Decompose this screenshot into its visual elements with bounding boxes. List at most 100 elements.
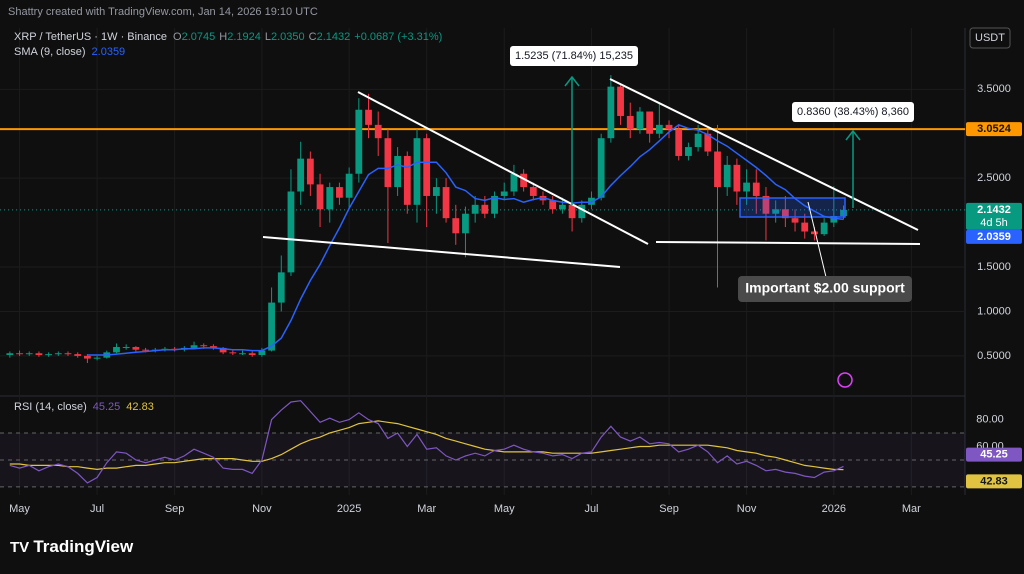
callout-line [807,201,827,278]
marks [0,75,965,484]
candle-body [588,197,595,205]
candle-body [122,347,130,349]
candle-body [568,204,576,219]
candle-body [423,138,431,196]
legend-prefix: O [173,31,182,43]
x-tick-label: Sep [165,503,185,515]
candle-body [394,155,401,188]
y-tick-label: 0.5000 [977,350,1011,362]
logo-mark: TV [10,539,33,556]
y-tick-label: 1.5000 [977,261,1011,273]
candle-body [617,86,624,116]
legend-value: 2.0350 [271,31,305,43]
price-box [966,202,1022,230]
candle-body [132,347,140,350]
candle-body [772,209,780,214]
sma-legend: SMA (9, close) 2.0359 [14,46,125,58]
rsi-legend: RSI (14, close) 45.25 42.83 [14,401,154,413]
candle-body [413,138,421,205]
legend-value: 2.1924 [227,31,261,43]
rsi-name: RSI (14, close) [14,401,87,413]
candle-body [471,204,479,214]
candle-body [840,209,847,216]
annotation-box [738,276,912,302]
rsi-label-box [966,447,1022,462]
logo-text: TradingView [33,537,134,556]
rsi-label: 45.25 [980,449,1008,461]
candle-body [704,133,712,152]
candle-body [830,215,838,223]
trendline [655,241,921,245]
candle-body [25,353,33,355]
sma-name: SMA (9, close) [14,46,86,58]
countdown: 4d 5h [980,217,1008,229]
candle-body [520,173,528,188]
candle-body [752,182,760,196]
arrow-head [564,75,580,87]
candle-body [190,345,198,348]
candle-body [219,347,227,353]
price-label: 2.1432 [977,204,1011,216]
rsi-line [9,400,844,484]
currency-box[interactable] [969,27,1011,49]
candle-body [685,147,692,156]
event-icon[interactable] [837,372,853,388]
candle-body [743,182,750,192]
x-tick-label: May [9,503,30,515]
candle-body [74,354,82,356]
annotation-box [792,102,914,122]
candle-body [462,213,469,234]
candle-body [54,353,62,355]
candle-body [384,138,392,188]
legend-prefix: H [219,31,227,43]
y-tick-label: 3.5000 [977,83,1011,95]
y-tick-label: 2.5000 [977,172,1011,184]
rsi-ma-line [9,420,844,471]
candle-body [801,222,809,232]
rsi-tick-label: 80.00 [976,413,1004,425]
rsi-value: 45.25 [93,401,121,413]
candle-body [268,302,275,351]
candle-body [210,346,217,348]
candle-body [113,347,120,353]
x-tick-label: Jul [584,503,598,515]
candle-body [326,187,334,210]
x-tick-label: May [494,503,515,515]
annotation: 0.8360 (38.43%) 8,360 [797,106,909,118]
trendline [262,236,621,268]
candle-body [403,155,411,205]
candle-body [442,187,450,219]
candle-body [655,124,663,134]
candle-body [239,353,246,355]
candle-body [636,111,644,130]
candle-body [714,151,721,188]
candle-body [142,349,149,351]
symbol: XRP / TetherUS · 1W · Binance [14,31,167,43]
candle-body [248,353,256,356]
trendline [357,91,649,245]
candle-body [287,191,295,273]
candle-body [791,218,799,223]
candle-body [481,204,489,214]
x-tick-label: 2025 [337,503,361,515]
grid [0,28,965,495]
x-tick-label: Mar [417,503,436,515]
candle-body [374,124,382,139]
candle-body [820,222,828,235]
candle-body [355,109,363,174]
currency[interactable]: USDT [975,32,1005,44]
legend-value: 2.0745 [182,31,216,43]
legend-value: 2.1432 [317,31,351,43]
annotation: Important $2.00 support [745,280,905,296]
candle-body [316,184,324,210]
candle-body [345,173,353,198]
candle-body [626,115,634,130]
candle-body [35,353,43,356]
candle-body [559,204,566,210]
candle-body [500,191,508,196]
candle-body [365,109,372,125]
candle-body [607,86,615,139]
legend-change: +0.0687 (+3.31%) [354,31,442,43]
candle-body [45,354,53,356]
candle-body [510,173,518,192]
